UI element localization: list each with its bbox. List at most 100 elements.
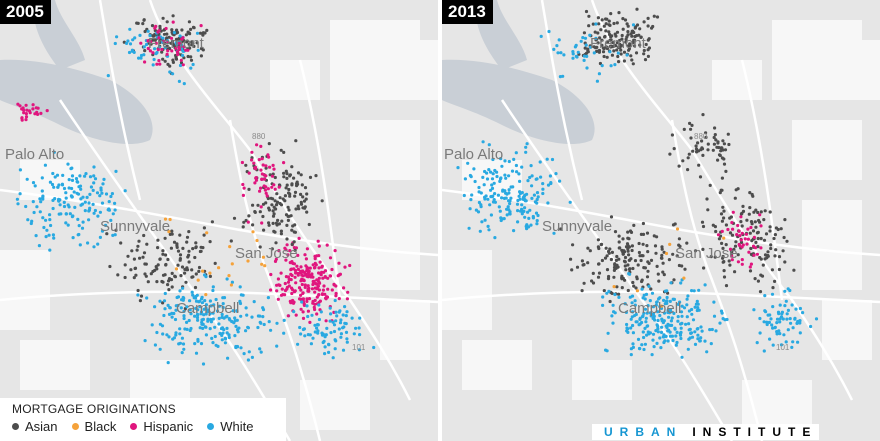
mortgage-dot (604, 22, 608, 26)
mortgage-dot (70, 186, 74, 191)
brand-institute: INSTITUTE (684, 424, 820, 440)
mortgage-dot (115, 35, 119, 39)
mortgage-dot (326, 287, 330, 291)
mortgage-dot (646, 48, 650, 52)
mortgage-dot (194, 351, 199, 355)
mortgage-dot (164, 253, 168, 257)
mortgage-dot (242, 186, 246, 190)
mortgage-dot (162, 299, 167, 303)
mortgage-dot (668, 242, 672, 246)
mortgage-dot (231, 309, 235, 313)
mortgage-dot (584, 9, 589, 14)
mortgage-dot (625, 53, 629, 57)
mortgage-dot (168, 306, 172, 310)
mortgage-dot (531, 216, 535, 220)
mortgage-dot (183, 267, 187, 271)
mortgage-dot (295, 264, 299, 268)
mortgage-dot (691, 149, 695, 153)
mortgage-dot (689, 127, 693, 131)
mortgage-dot (686, 156, 690, 160)
mortgage-dot (656, 327, 660, 331)
mortgage-dot (303, 285, 307, 289)
mortgage-dot (489, 170, 493, 174)
mortgage-dot (740, 258, 744, 262)
mortgage-dot (534, 211, 539, 215)
mortgage-dot (259, 168, 263, 172)
mortgage-dot (555, 44, 559, 48)
mortgage-dot (601, 50, 606, 54)
mortgage-dot (737, 229, 741, 233)
mortgage-dot (680, 304, 684, 308)
mortgage-dot (164, 26, 168, 31)
mortgage-dot (277, 222, 281, 226)
mortgage-dot (37, 244, 42, 248)
mortgage-dot (629, 317, 633, 321)
mortgage-dot (160, 324, 165, 328)
mortgage-dot (182, 45, 186, 49)
mortgage-dot (275, 344, 279, 348)
mortgage-dot (527, 216, 531, 220)
mortgage-dot (724, 223, 728, 227)
mortgage-dot (352, 332, 356, 336)
mortgage-dot (653, 244, 658, 248)
mortgage-dot (714, 229, 718, 234)
mortgage-dot (476, 210, 481, 214)
mortgage-dot (660, 253, 664, 257)
mortgage-dot (643, 266, 647, 270)
mortgage-dot (685, 241, 689, 245)
mortgage-dot (70, 178, 75, 182)
mortgage-dot (740, 224, 744, 228)
mortgage-dot (726, 132, 730, 136)
mortgage-dot (178, 332, 182, 336)
mortgage-dot (292, 262, 296, 266)
mortgage-dot (721, 260, 725, 264)
mortgage-dot (612, 310, 616, 314)
mortgage-dot (142, 233, 146, 238)
mortgage-dot (696, 141, 700, 145)
mortgage-dot (626, 230, 630, 234)
mortgage-dot (488, 203, 492, 207)
mortgage-dot (264, 166, 268, 170)
mortgage-dot (629, 54, 633, 58)
mortgage-dot (507, 199, 511, 203)
mortgage-dot (233, 316, 237, 320)
mortgage-dot (674, 334, 678, 338)
mortgage-dot (344, 314, 348, 318)
mortgage-dot (273, 175, 277, 180)
mortgage-dot (619, 52, 623, 56)
mortgage-dot (186, 54, 190, 59)
mortgage-dot (600, 64, 604, 68)
mortgage-dot (546, 183, 551, 187)
mortgage-dot (88, 192, 92, 196)
mortgage-dot (53, 175, 57, 179)
mortgage-dot (194, 241, 198, 245)
mortgage-dot (119, 241, 123, 245)
mortgage-dot (193, 342, 197, 346)
mortgage-dot (575, 265, 580, 269)
mortgage-dot (28, 111, 32, 115)
mortgage-dot (169, 36, 174, 40)
mortgage-dot (679, 336, 683, 341)
road-line (540, 0, 584, 201)
mortgage-dot (782, 333, 786, 337)
mortgage-dot (204, 333, 208, 337)
mortgage-dot (217, 266, 221, 270)
mortgage-dot (67, 178, 71, 182)
mortgage-dot (40, 189, 44, 193)
mortgage-dot (22, 108, 26, 112)
mortgage-dot (785, 317, 789, 321)
mortgage-dot (619, 43, 624, 48)
mortgage-dot (504, 196, 508, 200)
mortgage-dot (656, 318, 660, 323)
mortgage-dot (106, 74, 110, 78)
mortgage-dot (741, 243, 745, 247)
mortgage-dot (313, 257, 317, 261)
mortgage-dot (568, 200, 572, 204)
mortgage-dot (299, 200, 303, 204)
mortgage-dot (211, 311, 215, 315)
mortgage-dot (613, 292, 617, 297)
mortgage-dot (629, 326, 633, 330)
mortgage-dot (292, 310, 296, 314)
panel-divider (438, 0, 442, 441)
open-space-area (442, 250, 492, 330)
